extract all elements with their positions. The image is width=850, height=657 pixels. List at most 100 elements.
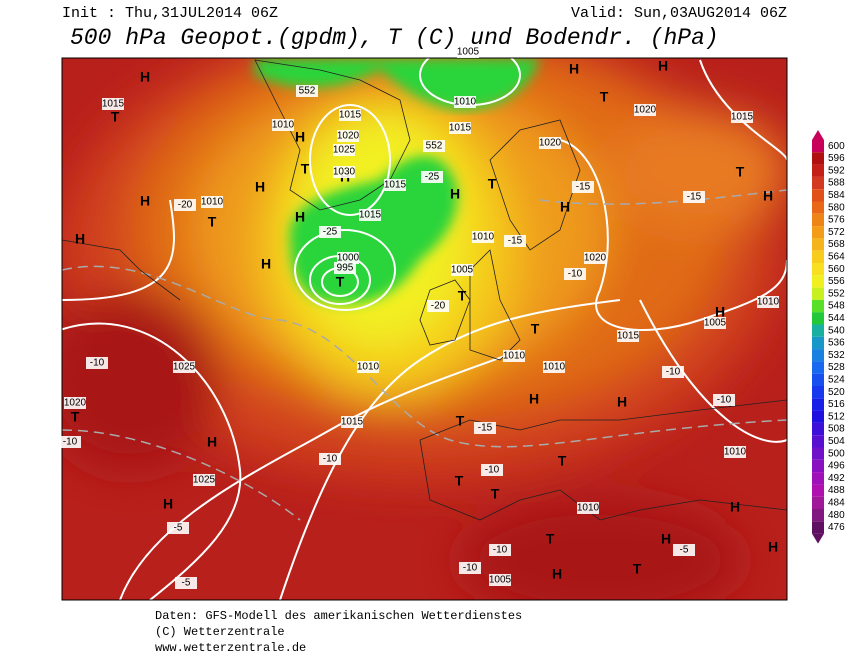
label-box [451, 264, 473, 276]
label-box [489, 544, 511, 556]
pressure-center: H [768, 539, 778, 555]
label-box [421, 171, 443, 183]
label-box [704, 317, 726, 329]
contour-label: -10 [90, 358, 105, 369]
label-box [319, 226, 341, 238]
legend-swatch [812, 275, 824, 288]
contour-label: 1025 [333, 145, 356, 156]
footer-line: (C) Wetterzentrale [155, 625, 285, 639]
contour-label: -25 [425, 172, 440, 183]
pressure-center: H [529, 391, 539, 407]
pressure-center: T [111, 109, 120, 125]
contour-label: 1010 [357, 362, 380, 373]
contour-label: 1010 [724, 447, 747, 458]
label-box [175, 577, 197, 589]
contour-label: -10 [568, 269, 583, 280]
contour-label: 1010 [543, 362, 566, 373]
pressure-center: H [255, 179, 265, 195]
label-box [572, 181, 594, 193]
legend-label: 592 [828, 165, 845, 176]
legend-label: 588 [828, 178, 845, 189]
contour-label: -20 [431, 301, 446, 312]
label-box [384, 179, 406, 191]
legend-swatch [812, 299, 824, 313]
label-box [333, 144, 355, 156]
pressure-center: H [730, 499, 740, 515]
footer-line: www.wetterzentrale.de [155, 641, 306, 655]
contour-label: 1010 [201, 197, 224, 208]
contour-label: -5 [174, 523, 183, 534]
contour-label: 1015 [359, 210, 382, 221]
legend-swatch [812, 213, 824, 227]
legend-label: 512 [828, 411, 845, 422]
contour-label: 1020 [634, 105, 657, 116]
pressure-center: H [617, 394, 627, 410]
contour-label: 1000 [337, 253, 360, 264]
legend-label: 536 [828, 338, 845, 349]
contour-label: -20 [178, 200, 193, 211]
legend-swatch [812, 287, 824, 300]
contour-label: -5 [680, 545, 689, 556]
label-box [683, 191, 705, 203]
pressure-center: H [261, 256, 271, 272]
pressure-center: H [140, 69, 150, 85]
contour-label: 1020 [64, 398, 87, 409]
label-box [319, 453, 341, 465]
pressure-center: T [488, 176, 497, 192]
contour-label: 552 [426, 141, 443, 152]
legend-arrow [812, 130, 824, 140]
legend-swatch [812, 201, 824, 214]
label-box [359, 209, 381, 221]
pressure-center: H [560, 199, 570, 215]
label-box [296, 85, 318, 97]
contour-label: 1010 [577, 503, 600, 514]
footer-line: Daten: GFS-Modell des amerikanischen Wet… [155, 609, 522, 623]
legend-label: 500 [828, 448, 845, 459]
pressure-center: T [531, 321, 540, 337]
pressure-center: T [491, 486, 500, 502]
legend-label: 508 [828, 424, 845, 435]
legend-swatch [812, 484, 824, 497]
legend-label: 476 [828, 522, 845, 533]
contour-label: 1005 [451, 265, 474, 276]
legend-label: 488 [828, 485, 845, 496]
legend-swatch [812, 410, 824, 423]
pressure-center: H [715, 304, 725, 320]
legend-swatch [812, 509, 824, 522]
label-box [503, 350, 525, 362]
contour-label: 1030 [333, 167, 356, 178]
pressure-center: H [140, 193, 150, 209]
legend-label: 524 [828, 374, 845, 385]
contour-label: 1020 [584, 253, 607, 264]
label-box [472, 231, 494, 243]
legend-label: 560 [828, 264, 845, 275]
legend-swatch [812, 189, 824, 202]
legend-swatch [812, 435, 824, 448]
label-box [333, 166, 355, 178]
legend-swatch [812, 250, 824, 263]
label-box [713, 394, 735, 406]
legend-label: 584 [828, 190, 845, 201]
map-frame [61, 57, 788, 601]
label-box [423, 140, 445, 152]
contour-label: 1010 [472, 232, 495, 243]
pressure-center: H [450, 186, 460, 202]
pressure-center: T [456, 413, 465, 429]
contour-label: -15 [687, 192, 702, 203]
legend-swatch [812, 336, 824, 350]
legend-label: 568 [828, 239, 845, 250]
label-box [174, 199, 196, 211]
label-box [564, 268, 586, 280]
legend-label: 520 [828, 387, 845, 398]
label-box [193, 474, 215, 486]
legend-label: 596 [828, 153, 845, 164]
pressure-center: T [600, 89, 609, 105]
map-title: 500 hPa Geopot.(gpdm), T (C) und Bodendr… [70, 25, 719, 51]
legend-swatch [812, 238, 824, 251]
label-box [584, 252, 606, 264]
contour-label: 1010 [454, 97, 477, 108]
contour-label: 1025 [193, 475, 216, 486]
contour-label: 1020 [539, 138, 562, 149]
legend-label: 580 [828, 202, 845, 213]
label-box [334, 262, 356, 274]
